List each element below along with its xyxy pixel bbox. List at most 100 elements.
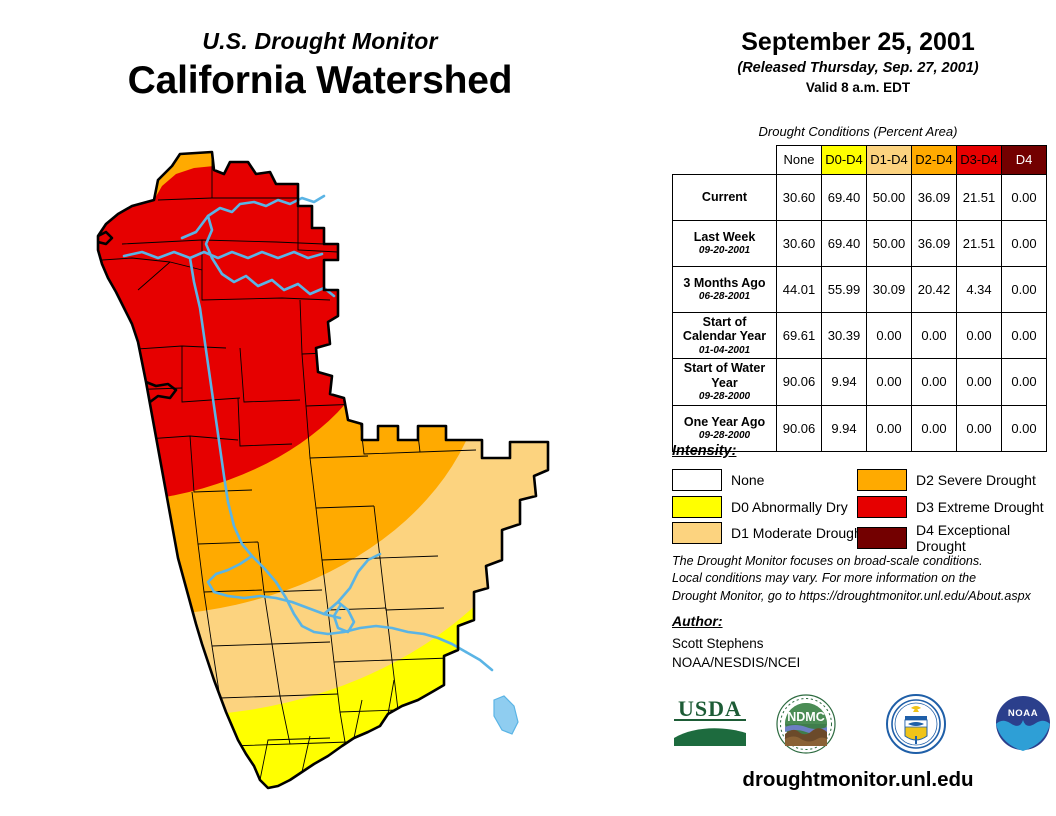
site-url: droughtmonitor.unl.edu [742, 768, 974, 791]
page-title: California Watershed [127, 59, 513, 102]
row-label-start-water-year: Start of Water Year 09-28-2000 [672, 358, 777, 406]
legend-swatch-d4-icon [857, 527, 907, 549]
cell-none: 90.06 [776, 404, 822, 452]
table-caption: Drought Conditions (Percent Area) [758, 124, 958, 139]
col-header-d2d4: D2-D4 [911, 145, 957, 175]
col-header-d4: D4 [1001, 145, 1047, 175]
svg-text:NOAA: NOAA [1008, 708, 1038, 719]
cell-d3d4: 4.34 [956, 266, 1002, 313]
cell-d1d4: 50.00 [866, 220, 912, 267]
map-svg [62, 140, 622, 800]
release-date: (Released Thursday, Sep. 27, 2001) [737, 60, 979, 76]
cell-d4: 0.00 [1001, 358, 1047, 406]
cell-d2d4: 0.00 [911, 311, 957, 360]
cell-d0d4: 55.99 [821, 266, 867, 313]
report-header: September 25, 2001 (Released Thursday, S… [660, 28, 1056, 95]
author-block: Scott Stephens NOAA/NESDIS/NCEI [672, 634, 800, 672]
legend-item-none: None [672, 469, 764, 491]
cell-d4: 0.00 [1001, 404, 1047, 452]
legend-item-d2: D2 Severe Drought [857, 469, 1036, 491]
legend-label-none: None [731, 472, 765, 488]
cell-d2d4: 36.09 [911, 174, 957, 221]
row-label-text: Last Week [693, 230, 756, 245]
author-label: Author: [672, 613, 723, 629]
cell-d3d4: 0.00 [956, 358, 1002, 406]
cell-d0d4: 69.40 [821, 220, 867, 267]
cell-d3d4: 21.51 [956, 220, 1002, 267]
row-label-last-week: Last Week 09-20-2001 [672, 220, 777, 267]
table-corner-cell [673, 146, 777, 175]
row-label-date: 06-28-2001 [698, 291, 751, 303]
row-label-date: 09-20-2001 [698, 245, 751, 257]
disclaimer-notes: The Drought Monitor focuses on broad-sca… [672, 553, 1052, 605]
cell-d1d4: 0.00 [866, 404, 912, 452]
cell-none: 69.61 [776, 311, 822, 360]
table-row: Start of Calendar Year 01-04-2001 69.61 … [672, 311, 1047, 360]
col-header-none: None [776, 145, 822, 175]
cell-d3d4: 21.51 [956, 174, 1002, 221]
row-label-text: 3 Months Ago [683, 276, 766, 291]
row-label-date: 01-04-2001 [698, 344, 751, 356]
logo-strip: USDA NDMC NOAA [660, 694, 1056, 756]
legend-label-d3: D3 Extreme Drought [916, 499, 1044, 515]
notes-line-1: The Drought Monitor focuses on broad-sca… [672, 554, 983, 568]
usdc-seal-icon [886, 694, 946, 754]
supertitle: U.S. Drought Monitor [202, 28, 438, 54]
cell-d4: 0.00 [1001, 266, 1047, 313]
cell-d1d4: 30.09 [866, 266, 912, 313]
author-affiliation: NOAA/NESDIS/NCEI [672, 655, 801, 671]
report-date: September 25, 2001 [741, 28, 975, 56]
row-label-start-calendar-year: Start of Calendar Year 01-04-2001 [672, 311, 777, 360]
legend-item-d3: D3 Extreme Drought [857, 496, 1044, 518]
col-header-d0d4: D0-D4 [821, 145, 867, 175]
svg-text:NDMC: NDMC [787, 710, 825, 724]
cell-d4: 0.00 [1001, 174, 1047, 221]
table-row: Start of Water Year 09-28-2000 90.06 9.9… [672, 358, 1047, 406]
cell-d3d4: 0.00 [956, 404, 1002, 452]
legend-title: Intensity: [672, 443, 737, 459]
state-outline [96, 150, 550, 790]
col-header-d1d4: D1-D4 [866, 145, 912, 175]
cell-d0d4: 69.40 [821, 174, 867, 221]
row-label-text: One Year Ago [683, 414, 766, 429]
cell-d2d4: 36.09 [911, 220, 957, 267]
legend-swatch-d2-icon [857, 469, 907, 491]
row-label-current: Current [672, 174, 777, 221]
row-label-date: 09-28-2000 [698, 429, 751, 441]
svg-text:USDA: USDA [678, 696, 742, 721]
table-row: Last Week 09-20-2001 30.60 69.40 50.00 3… [672, 220, 1047, 267]
legend-label-d4: D4 Exceptional Drought [916, 522, 1011, 554]
cell-none: 30.60 [776, 174, 822, 221]
band-d2-north-sliver [154, 152, 214, 200]
ndmc-logo: NDMC [776, 694, 836, 754]
cell-d2d4: 0.00 [911, 404, 957, 452]
row-label-date: 09-28-2000 [698, 391, 751, 402]
cell-d0d4: 9.94 [821, 358, 867, 406]
row-label-3-months-ago: 3 Months Ago 06-28-2001 [672, 266, 777, 313]
california-watershed-map [62, 140, 622, 800]
valid-time: Valid 8 a.m. EDT [805, 80, 911, 95]
noaa-logo: NOAA [995, 695, 1051, 751]
row-label-text: Start of Water Year [683, 361, 766, 390]
legend-item-d1: D1 Moderate Drought [672, 522, 866, 544]
table-header-row: None D0-D4 D1-D4 D2-D4 D3-D4 D4 [673, 145, 1047, 175]
cell-d2d4: 20.42 [911, 266, 957, 313]
table-row: Current 30.60 69.40 50.00 36.09 21.51 0.… [672, 174, 1047, 221]
cell-d4: 0.00 [1001, 311, 1047, 360]
drought-conditions-table: None D0-D4 D1-D4 D2-D4 D3-D4 D4 Current … [672, 145, 1047, 452]
notes-line-3: Drought Monitor, go to https://droughtmo… [672, 588, 1031, 603]
legend-swatch-d1-icon [672, 522, 722, 544]
row-label-text: Current [701, 190, 748, 205]
legend-item-d0: D0 Abnormally Dry [672, 496, 848, 518]
legend-swatch-d0-icon [672, 496, 722, 518]
cell-d1d4: 0.00 [866, 311, 912, 360]
author-name: Scott Stephens [672, 636, 764, 651]
cell-none: 44.01 [776, 266, 822, 313]
table-row: 3 Months Ago 06-28-2001 44.01 55.99 30.0… [672, 266, 1047, 313]
cell-d1d4: 50.00 [866, 174, 912, 221]
salton-sea [493, 695, 519, 735]
row-label-one-year-ago: One Year Ago 09-28-2000 [672, 404, 777, 452]
cell-none: 90.06 [776, 358, 822, 406]
col-header-d3d4: D3-D4 [956, 145, 1002, 175]
cell-d1d4: 0.00 [866, 358, 912, 406]
